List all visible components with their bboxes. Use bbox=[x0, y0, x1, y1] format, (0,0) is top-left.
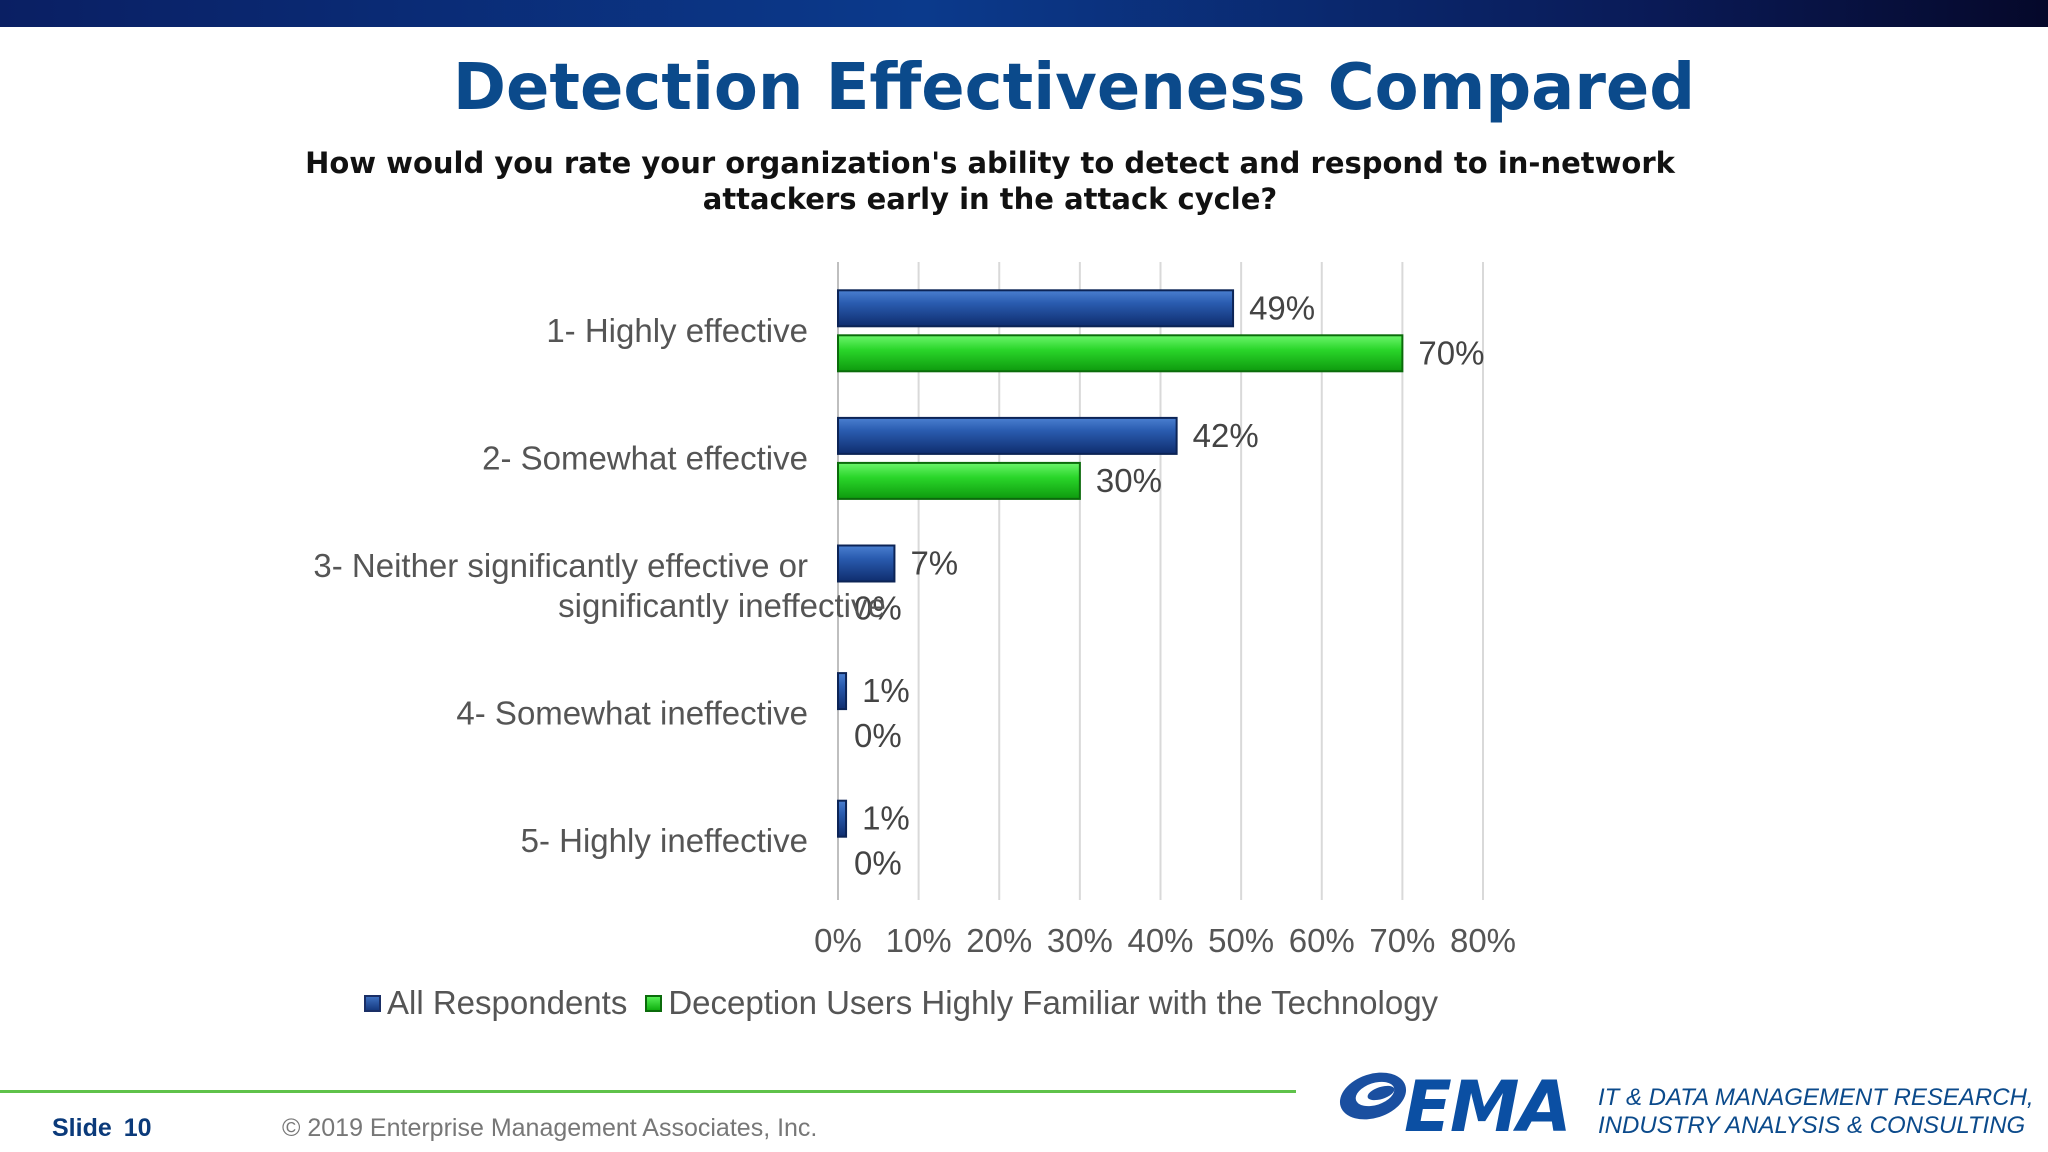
survey-question: How would you rate your organization's a… bbox=[305, 146, 1675, 216]
x-tick-label: 70% bbox=[1369, 922, 1435, 959]
tagline-line-2: INDUSTRY ANALYSIS & CONSULTING bbox=[1598, 1112, 2026, 1139]
data-label: 70% bbox=[1418, 334, 1484, 371]
company-tagline: IT & DATA MANAGEMENT RESEARCH, INDUSTRY … bbox=[1598, 1084, 2034, 1140]
legend-item-all-respondents: All Respondents bbox=[364, 984, 627, 1022]
data-label: 7% bbox=[910, 545, 958, 582]
x-tick-label: 60% bbox=[1289, 922, 1355, 959]
chart-legend: All Respondents Deception Users Highly F… bbox=[364, 984, 1456, 1022]
category-label: 3- Neither significantly effective or bbox=[313, 547, 808, 584]
legend-swatch-blue bbox=[364, 994, 381, 1012]
slide-title: Detection Effectiveness Compared bbox=[452, 51, 1696, 125]
tagline-line-1: IT & DATA MANAGEMENT RESEARCH, bbox=[1598, 1084, 2034, 1111]
category-label: 4- Somewhat ineffective bbox=[456, 695, 808, 732]
bar-all-respondents bbox=[837, 416, 1178, 455]
data-label: 49% bbox=[1249, 289, 1315, 326]
copyright-text: © 2019 Enterprise Management Associates,… bbox=[282, 1114, 818, 1142]
data-label: 1% bbox=[862, 672, 910, 709]
bar-all-respondents bbox=[837, 799, 848, 838]
bar-deception-users bbox=[837, 461, 1081, 500]
x-tick-label: 50% bbox=[1208, 922, 1274, 959]
data-label: 0% bbox=[854, 590, 902, 627]
legend-label: All Respondents bbox=[387, 984, 628, 1021]
legend-item-deception-users: Deception Users Highly Familiar with the… bbox=[645, 984, 1438, 1022]
x-tick-label: 10% bbox=[886, 922, 952, 959]
bar-all-respondents bbox=[837, 289, 1235, 328]
slide-label-text: Slide bbox=[52, 1114, 112, 1142]
data-label: 30% bbox=[1096, 462, 1162, 499]
category-label: 1- Highly effective bbox=[546, 312, 808, 349]
top-banner bbox=[0, 0, 2048, 27]
category-label: 2- Somewhat effective bbox=[482, 439, 808, 476]
x-tick-label: 0% bbox=[814, 922, 862, 959]
data-label: 0% bbox=[854, 717, 902, 754]
footer-divider bbox=[0, 1090, 1296, 1093]
category-label: significantly ineffective bbox=[558, 587, 886, 624]
ema-logo-text: EMA bbox=[1404, 1066, 1572, 1148]
bar-all-respondents bbox=[837, 672, 848, 711]
bar-all-respondents bbox=[837, 544, 896, 583]
x-tick-label: 80% bbox=[1450, 922, 1516, 959]
legend-label: Deception Users Highly Familiar with the… bbox=[668, 984, 1439, 1021]
data-label: 42% bbox=[1193, 417, 1259, 454]
x-tick-label: 20% bbox=[966, 922, 1032, 959]
data-label: 0% bbox=[854, 845, 902, 882]
bar-deception-users bbox=[837, 334, 1404, 373]
legend-swatch-green bbox=[645, 994, 663, 1012]
slide-number: 10 bbox=[123, 1114, 152, 1142]
x-tick-label: 40% bbox=[1127, 922, 1193, 959]
ema-logo-icon bbox=[1339, 1072, 1407, 1120]
x-tick-label: 30% bbox=[1047, 922, 1113, 959]
data-label: 1% bbox=[862, 800, 910, 837]
slide-number-label: Slide 10 bbox=[52, 1114, 152, 1143]
category-label: 5- Highly ineffective bbox=[521, 822, 808, 859]
